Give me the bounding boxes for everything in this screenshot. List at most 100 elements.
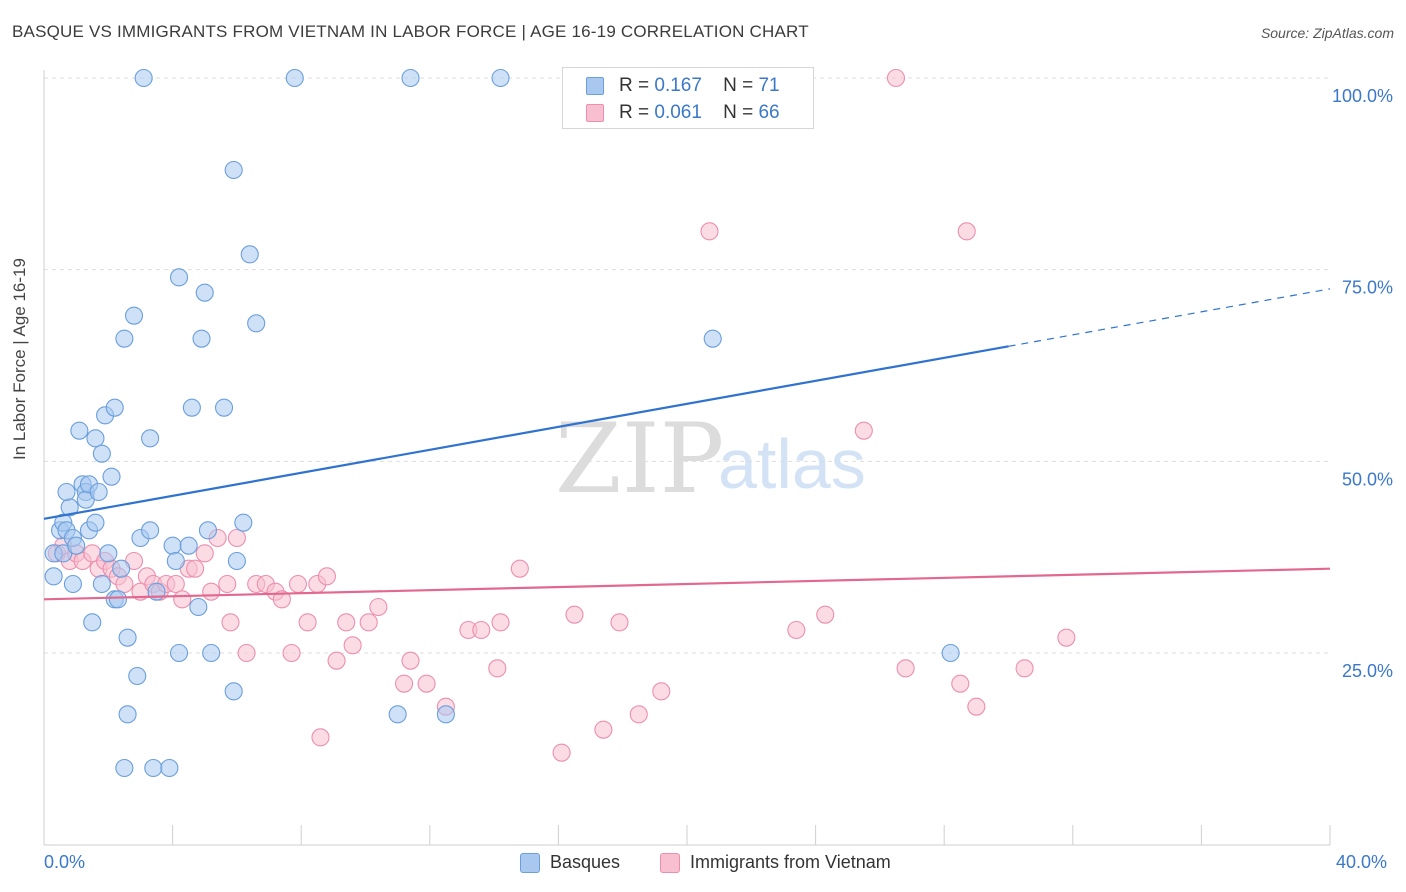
watermark-zip: ZIP <box>555 403 724 515</box>
pink-point <box>510 559 529 578</box>
pink-point <box>652 682 671 701</box>
pink-point <box>816 605 835 624</box>
pink-point <box>488 659 507 678</box>
pink-point <box>1015 659 1034 678</box>
blue-point <box>115 758 134 778</box>
blue-point <box>44 567 63 586</box>
blue-point <box>192 329 211 348</box>
pink-point <box>472 620 491 640</box>
blue-point <box>247 314 266 333</box>
pink-point <box>237 643 256 663</box>
pink-point <box>195 544 214 563</box>
pink-point <box>166 574 185 594</box>
pink-point <box>1057 628 1076 647</box>
blue-point <box>92 574 111 594</box>
blue-series-points <box>44 68 960 778</box>
blue-point <box>224 160 243 180</box>
blue-point <box>214 398 234 417</box>
blue-point <box>941 643 960 663</box>
pink-point <box>359 613 378 632</box>
blue-point <box>124 306 144 325</box>
y-axis-label: In Labor Force | Age 16-19 <box>10 258 29 460</box>
pink-series-points <box>47 68 1076 762</box>
pink-point <box>272 590 291 609</box>
bottom-legend-label-blue: Basques <box>550 852 621 872</box>
pink-point <box>896 659 915 678</box>
bottom-legend-label-pink: Immigrants from Vietnam <box>690 852 891 872</box>
y-tick-label: 25.0% <box>1342 661 1393 681</box>
blue-point <box>388 705 407 724</box>
pink-point <box>951 674 970 693</box>
blue-point <box>67 536 86 555</box>
pink-point <box>202 582 221 601</box>
watermark: ZIP atlas <box>555 403 866 515</box>
blue-point <box>63 574 82 594</box>
blue-point <box>169 643 189 663</box>
blue-point <box>240 245 259 264</box>
blue-point <box>189 597 208 617</box>
blue-point <box>160 758 179 778</box>
y-tick-labels: 25.0% 50.0% 75.0% 100.0% <box>1332 86 1393 681</box>
pink-point <box>337 613 356 632</box>
blue-point <box>234 513 253 532</box>
x-tick-label-min: 0.0% <box>44 852 86 872</box>
bottom-legend-swatch-blue <box>520 852 540 873</box>
blue-point <box>202 643 221 663</box>
pink-point <box>343 636 362 655</box>
pink-point <box>186 559 205 578</box>
y-tick-label: 75.0% <box>1342 278 1393 298</box>
pink-point <box>115 574 134 594</box>
blue-point <box>118 628 137 647</box>
legend-n-pink: 66 <box>758 102 780 123</box>
pink-point <box>282 643 301 663</box>
pink-point <box>173 590 192 609</box>
blue-point <box>112 559 131 578</box>
blue-point <box>99 544 118 563</box>
blue-point <box>134 68 153 88</box>
blue-point <box>141 521 160 540</box>
blue-point <box>195 283 214 302</box>
blue-point <box>491 68 510 88</box>
blue-point <box>86 513 105 532</box>
bottom-legend-blue: Basques <box>520 852 620 873</box>
pink-point <box>594 720 613 739</box>
blue-point <box>198 521 218 540</box>
pink-point <box>886 68 906 88</box>
blue-point <box>169 268 189 287</box>
correlation-legend: R = 0.167 N = 71 R = 0.061 N = 66 <box>562 67 814 129</box>
blue-point <box>57 482 76 502</box>
pink-point <box>854 421 873 440</box>
pink-point <box>317 567 336 586</box>
blue-point <box>70 421 89 440</box>
blue-point <box>227 551 246 571</box>
blue-point <box>163 536 182 555</box>
watermark-atlas: atlas <box>718 425 866 503</box>
legend-n-label: N = <box>723 102 754 123</box>
legend-r-pink: 0.061 <box>654 102 702 123</box>
axes <box>43 70 1331 846</box>
legend-n-label: N = <box>723 75 754 96</box>
pink-point <box>311 728 330 747</box>
blue-point <box>285 68 304 88</box>
pink-point <box>565 605 584 624</box>
chart-title: BASQUE VS IMMIGRANTS FROM VIETNAM IN LAB… <box>12 22 809 41</box>
pink-point <box>327 651 346 670</box>
blue-point <box>89 482 108 502</box>
pink-point <box>491 613 510 632</box>
bottom-legend-swatch-pink <box>660 852 680 873</box>
blue-point <box>105 398 124 417</box>
blue-point <box>83 613 102 632</box>
pink-point <box>700 222 719 241</box>
pink-trend-line <box>43 567 1331 601</box>
blue-point <box>115 329 134 348</box>
blue-trend-extension <box>1008 288 1331 347</box>
legend-r-blue: 0.167 <box>654 75 702 96</box>
y-tick-label: 100.0% <box>1332 86 1393 106</box>
blue-point <box>224 682 243 701</box>
source-label: Source: ZipAtlas.com <box>1260 25 1394 41</box>
pink-point <box>227 528 246 548</box>
blue-point <box>128 666 147 686</box>
blue-point <box>703 329 722 348</box>
y-tick-label: 50.0% <box>1342 469 1393 489</box>
